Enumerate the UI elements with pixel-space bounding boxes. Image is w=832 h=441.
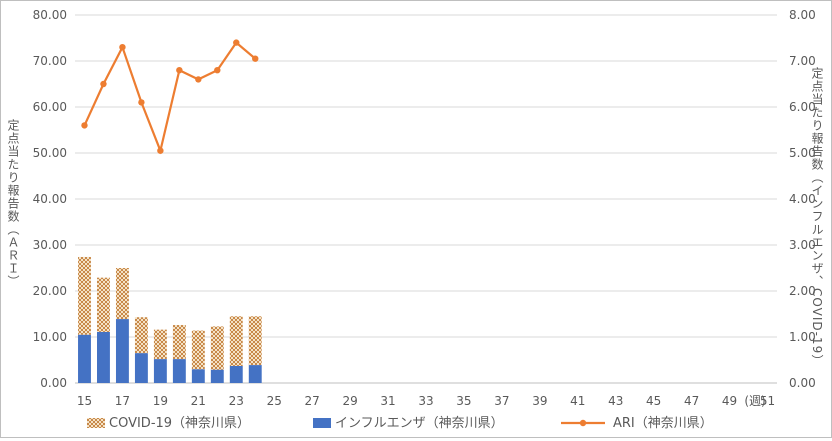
y-left-tick-label: 20.00 xyxy=(33,284,67,298)
x-tick-label: 25 xyxy=(267,394,282,408)
bar-covid19 xyxy=(134,317,148,354)
x-tick-label: 49 xyxy=(722,394,737,408)
bar-influenza xyxy=(115,319,129,383)
bar-influenza xyxy=(97,331,110,383)
x-tick-label: 33 xyxy=(418,394,433,408)
legend-swatch-influenza xyxy=(313,418,331,428)
y-right-tick-label: 8.00 xyxy=(789,8,816,22)
y-right-tick-label: 2.00 xyxy=(789,284,816,298)
y-left-tick-label: 30.00 xyxy=(33,238,67,252)
point-ari xyxy=(214,67,221,74)
bar-influenza xyxy=(78,334,91,383)
point-ari xyxy=(195,76,202,83)
x-tick-label: 37 xyxy=(494,394,509,408)
x-tick-label: 29 xyxy=(342,394,357,408)
line-series xyxy=(81,39,259,155)
x-tick-label: 21 xyxy=(191,394,206,408)
legend-label-influenza: インフルエンザ（神奈川県） xyxy=(335,416,504,431)
x-axis: 15 17 19 21 23 25 27 29 31 33 35 37 39 41 43 45 47 49 51(週… xyxy=(77,394,775,408)
bar-influenza xyxy=(191,369,205,383)
bar-covid19 xyxy=(248,316,262,366)
point-ari xyxy=(252,55,259,62)
y-axis-right-label: 定点当たり報告数（インフルエンザ、COVID-19） xyxy=(810,67,824,368)
y-left-tick-label: 70.00 xyxy=(33,54,67,68)
bar-influenza xyxy=(153,359,167,383)
point-ari xyxy=(138,99,145,106)
bar-influenza xyxy=(248,365,262,383)
right-axis: 0.00 1.00 2.00 3.00 4.00 5.00 6.00 7.00 8.00 xyxy=(789,8,816,390)
bar-covid19 xyxy=(78,256,91,335)
legend: COVID-19（神奈川県） インフルエンザ（神奈川県） ARI（神奈川県） xyxy=(87,416,713,431)
point-ari xyxy=(233,39,240,46)
point-ari xyxy=(157,147,164,154)
y-left-tick-label: 50.00 xyxy=(33,146,67,160)
y-right-tick-label: 7.00 xyxy=(789,54,816,68)
x-tick-label: 31 xyxy=(380,394,395,408)
bar-covid19 xyxy=(115,268,129,320)
x-tick-label: 27 xyxy=(305,394,320,408)
x-axis-unit-label: (週) xyxy=(744,394,765,408)
y-right-tick-label: 3.00 xyxy=(789,238,816,252)
legend-marker-ari xyxy=(579,419,587,427)
point-ari xyxy=(100,80,107,88)
y-left-tick-label: 60.00 xyxy=(33,100,67,114)
bar-influenza xyxy=(229,365,243,383)
x-tick-label: 17 xyxy=(115,394,130,408)
bar-covid19 xyxy=(97,277,110,332)
x-tick-label: 51 xyxy=(760,394,775,408)
point-ari xyxy=(119,44,126,51)
left-axis: 0.00 10.00 20.00 30.00 40.00 50.00 60.00 70.00 8… xyxy=(33,8,67,390)
bar-covid19 xyxy=(210,326,224,370)
y-left-tick-label: 10.00 xyxy=(33,330,67,344)
y-right-tick-label: 4.00 xyxy=(789,192,816,206)
y-left-tick-label: 80.00 xyxy=(33,8,67,22)
legend-label-ari: ARI（神奈川県） xyxy=(613,416,713,431)
y-left-tick-label: 40.00 xyxy=(33,192,67,206)
x-tick-label: 45 xyxy=(646,394,661,408)
y-left-tick-label: 0.00 xyxy=(40,376,67,390)
x-tick-label: 47 xyxy=(684,394,699,408)
point-ari xyxy=(81,122,88,129)
x-tick-label: 39 xyxy=(532,394,547,408)
y-right-tick-label: 0.00 xyxy=(789,376,816,390)
x-tick-label: 23 xyxy=(229,394,244,408)
y-right-tick-label: 6.00 xyxy=(789,100,816,114)
bar-covid19 xyxy=(153,329,167,360)
bar-influenza xyxy=(172,359,186,383)
legend-swatch-covid19 xyxy=(87,418,105,428)
y-axis-left-label: 定点当たり報告数（ＡＲＩ） xyxy=(6,119,20,288)
y-right-tick-label: 5.00 xyxy=(789,146,816,160)
x-tick-label: 41 xyxy=(570,394,585,408)
bar-influenza xyxy=(210,369,224,383)
bar-covid19 xyxy=(172,325,186,360)
bar-series xyxy=(78,256,262,383)
x-tick-label: 19 xyxy=(153,394,168,408)
y-right-tick-label: 1.00 xyxy=(789,330,816,344)
x-tick-label: 35 xyxy=(456,394,471,408)
x-tick-label: 15 xyxy=(77,394,92,408)
x-tick-label: 43 xyxy=(608,394,623,408)
point-ari xyxy=(176,67,183,74)
bar-influenza xyxy=(134,353,148,383)
line-ari xyxy=(83,40,256,155)
bar-covid19 xyxy=(191,330,205,370)
legend-label-covid19: COVID-19（神奈川県） xyxy=(109,416,250,431)
bar-covid19 xyxy=(229,316,243,366)
